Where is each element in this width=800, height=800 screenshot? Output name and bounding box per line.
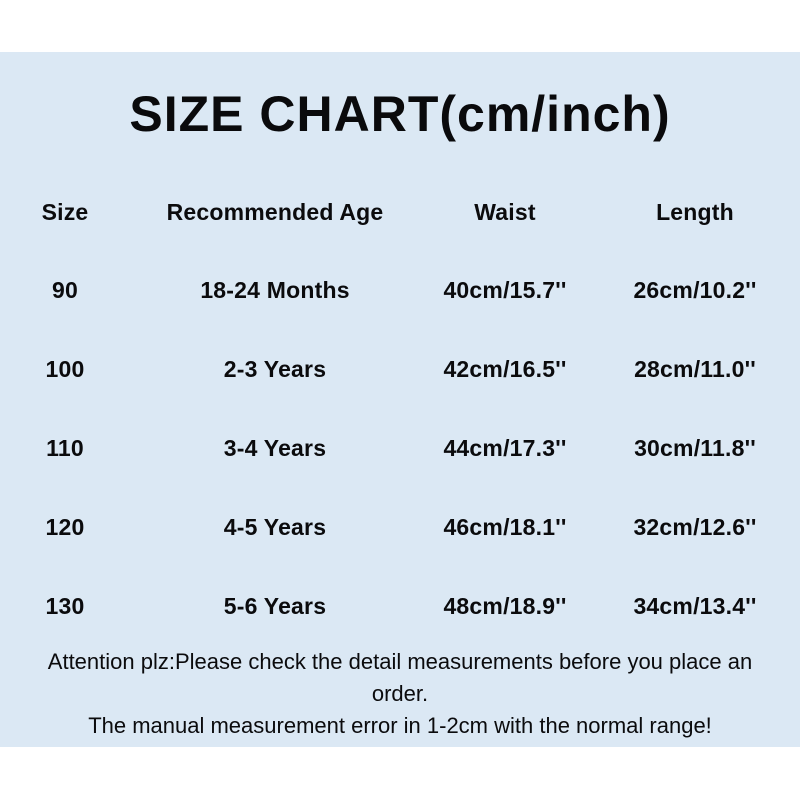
- column-header-length: Length: [656, 198, 734, 225]
- table-cell-age: 3-4 Years: [223, 435, 327, 461]
- size-chart-panel: SIZE CHART(cm/inch) Size Recommended Age…: [0, 52, 800, 747]
- table-cell-waist: 40cm/15.7'': [443, 277, 567, 303]
- attention-note-line: The manual measurement error in 1-2cm wi…: [88, 713, 712, 738]
- size-table: Size Recommended Age Waist Length 90 18-…: [0, 172, 800, 646]
- table-cell-age: 5-6 Years: [223, 593, 327, 619]
- table-cell-length: 32cm/12.6'': [633, 514, 757, 540]
- table-cell-waist: 42cm/16.5'': [443, 356, 567, 382]
- table-cell-length: 34cm/13.4'': [633, 593, 757, 619]
- attention-note-line: Attention plz:Please check the detail me…: [47, 649, 753, 674]
- table-cell-age: 2-3 Years: [223, 356, 327, 382]
- table-cell-waist: 48cm/18.9'': [443, 593, 567, 619]
- page-title: SIZE CHART(cm/inch): [129, 86, 671, 142]
- attention-note: Attention plz:Please check the detail me…: [0, 646, 800, 742]
- table-cell-size: 130: [45, 593, 85, 619]
- table-cell-size: 110: [46, 435, 84, 461]
- attention-note-line: order.: [371, 681, 429, 706]
- table-cell-length: 28cm/11.0'': [634, 356, 756, 382]
- column-header-recommended-age: Recommended Age: [166, 198, 384, 225]
- table-cell-size: 100: [45, 356, 85, 382]
- table-cell-waist: 44cm/17.3'': [443, 435, 567, 461]
- table-cell-age: 18-24 Months: [200, 277, 350, 303]
- table-cell-length: 26cm/10.2'': [633, 277, 757, 303]
- table-cell-size: 120: [45, 514, 85, 540]
- table-cell-age: 4-5 Years: [223, 514, 327, 540]
- table-cell-size: 90: [52, 277, 78, 303]
- table-cell-waist: 46cm/18.1'': [443, 514, 567, 540]
- column-header-waist: Waist: [474, 198, 536, 225]
- column-header-size: Size: [41, 198, 89, 225]
- table-cell-length: 30cm/11.8'': [634, 435, 756, 461]
